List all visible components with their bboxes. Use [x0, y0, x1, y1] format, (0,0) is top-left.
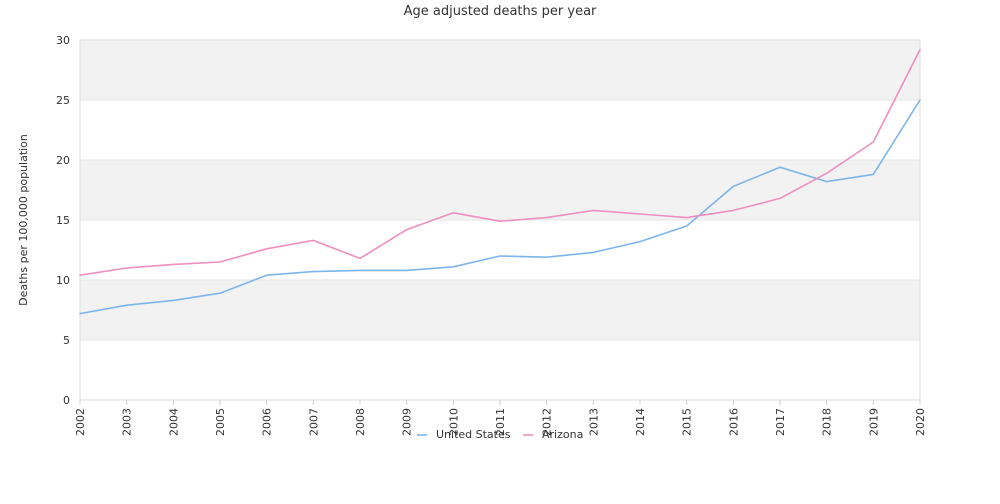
legend-item[interactable]: United States	[417, 428, 511, 441]
data-point	[918, 48, 922, 52]
data-point	[405, 228, 409, 232]
data-point	[731, 184, 735, 188]
x-tick-label: 2015	[681, 408, 694, 436]
data-point	[358, 256, 362, 260]
data-point	[125, 266, 129, 270]
data-point	[871, 140, 875, 144]
data-point	[825, 180, 829, 184]
x-tick-label: 2005	[214, 408, 227, 436]
data-point	[778, 196, 782, 200]
data-point	[918, 98, 922, 102]
x-tick-label: 2020	[914, 408, 927, 436]
chart-title: Age adjusted deaths per year	[404, 4, 597, 19]
x-tick-label: 2018	[821, 408, 834, 436]
data-point	[638, 212, 642, 216]
data-point	[78, 312, 82, 316]
data-point	[125, 303, 129, 307]
data-point	[405, 268, 409, 272]
x-axis-ticks: 2002 2003 2004 2005 2006 2007 2008 2009 2010 2011…	[74, 400, 927, 436]
x-tick-label: 2017	[774, 408, 787, 436]
data-point	[358, 268, 362, 272]
data-point	[685, 224, 689, 228]
data-point	[171, 298, 175, 302]
data-point	[311, 270, 315, 274]
data-point	[731, 208, 735, 212]
x-tick-label: 2008	[354, 408, 367, 436]
y-tick-label: 25	[56, 94, 70, 107]
data-point	[591, 208, 595, 212]
grid-band	[80, 280, 920, 340]
data-point	[638, 240, 642, 244]
x-tick-label: 2013	[587, 408, 600, 436]
legend-item[interactable]: Arizona	[523, 428, 583, 441]
data-point	[265, 273, 269, 277]
data-point	[265, 247, 269, 251]
grid-bands	[80, 40, 920, 340]
data-point	[545, 216, 549, 220]
series-lines	[78, 48, 922, 316]
series-line	[79, 99, 921, 315]
y-tick-label: 10	[56, 274, 70, 287]
x-tick-label: 2002	[74, 408, 87, 436]
grid-band	[80, 40, 920, 100]
x-tick-label: 2009	[401, 408, 414, 436]
legend[interactable]: United States Arizona	[417, 428, 583, 441]
x-tick-label: 2014	[634, 408, 647, 436]
x-tick-label: 2019	[867, 408, 880, 436]
data-point	[451, 211, 455, 215]
y-tick-label: 0	[63, 394, 70, 407]
data-point	[218, 260, 222, 264]
data-point	[171, 262, 175, 266]
x-tick-label: 2011	[494, 408, 507, 436]
data-point	[545, 255, 549, 259]
series-line	[79, 48, 921, 277]
data-point	[778, 165, 782, 169]
x-tick-label: 2003	[121, 408, 134, 436]
data-point	[591, 250, 595, 254]
data-point	[311, 238, 315, 242]
y-axis-label: Deaths per 100,000 population	[17, 134, 30, 306]
x-tick-label: 2007	[307, 408, 320, 436]
x-tick-label: 2004	[167, 408, 180, 436]
grid-band	[80, 160, 920, 220]
x-tick-label: 2016	[727, 408, 740, 436]
x-tick-label: 2006	[261, 408, 274, 436]
data-point	[218, 291, 222, 295]
data-point	[498, 254, 502, 258]
data-point	[871, 172, 875, 176]
data-point	[685, 216, 689, 220]
data-point	[498, 219, 502, 223]
data-point	[825, 171, 829, 175]
y-tick-label: 30	[56, 34, 70, 47]
data-point	[451, 265, 455, 269]
x-tick-label: 2010	[447, 408, 460, 436]
y-tick-label: 15	[56, 214, 70, 227]
y-tick-label: 5	[63, 334, 70, 347]
data-point	[78, 273, 82, 277]
x-tick-label: 2012	[541, 408, 554, 436]
legend-label: United States	[436, 428, 511, 441]
legend-label: Arizona	[542, 428, 583, 441]
y-tick-label: 20	[56, 154, 70, 167]
y-axis-ticks: 0 5 10 15 20 25 30	[56, 34, 70, 407]
